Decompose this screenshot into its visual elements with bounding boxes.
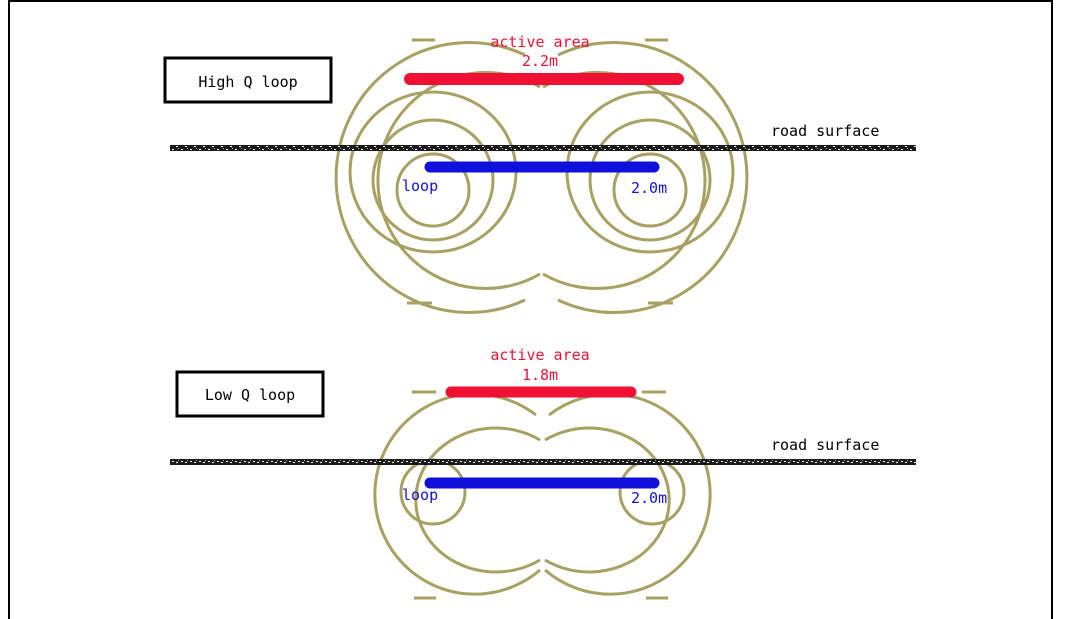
field-arc bbox=[544, 426, 671, 574]
high-q-label-box bbox=[163, 56, 333, 104]
high-q-loop-length: 2.0m bbox=[631, 179, 667, 197]
low-q-active-area-value: 1.8m bbox=[522, 366, 558, 384]
high-q-label: High Q loop bbox=[198, 73, 297, 91]
field-ring bbox=[588, 118, 712, 242]
high-q-road-texture bbox=[170, 146, 916, 150]
high-q-active-area-value: 2.2m bbox=[522, 52, 558, 70]
low-q-loop-length: 2.0m bbox=[631, 489, 667, 507]
field-arc bbox=[557, 41, 749, 314]
low-q-loop-label: loop bbox=[402, 486, 438, 504]
low-q-active-area-title: active area bbox=[490, 346, 589, 364]
high-q-loop-label: loop bbox=[402, 177, 438, 195]
low-q-label-box bbox=[175, 370, 325, 418]
field-ring bbox=[371, 118, 495, 242]
low-q-label: Low Q loop bbox=[205, 386, 295, 404]
high-q-panel: High Q loop active area 2.2m loop 2.0m bbox=[163, 33, 916, 314]
high-q-road-label: road surface bbox=[771, 122, 879, 140]
field-ring bbox=[395, 152, 471, 228]
field-arc bbox=[414, 426, 541, 574]
high-q-active-area-title: active area bbox=[490, 33, 589, 51]
low-q-panel: Low Q loop active area 1.8m loop 2.0m ro… bbox=[170, 346, 916, 600]
field-arc bbox=[334, 41, 526, 314]
field-ring bbox=[612, 152, 688, 228]
low-q-road-texture bbox=[170, 460, 916, 464]
low-q-road-label: road surface bbox=[771, 436, 879, 454]
